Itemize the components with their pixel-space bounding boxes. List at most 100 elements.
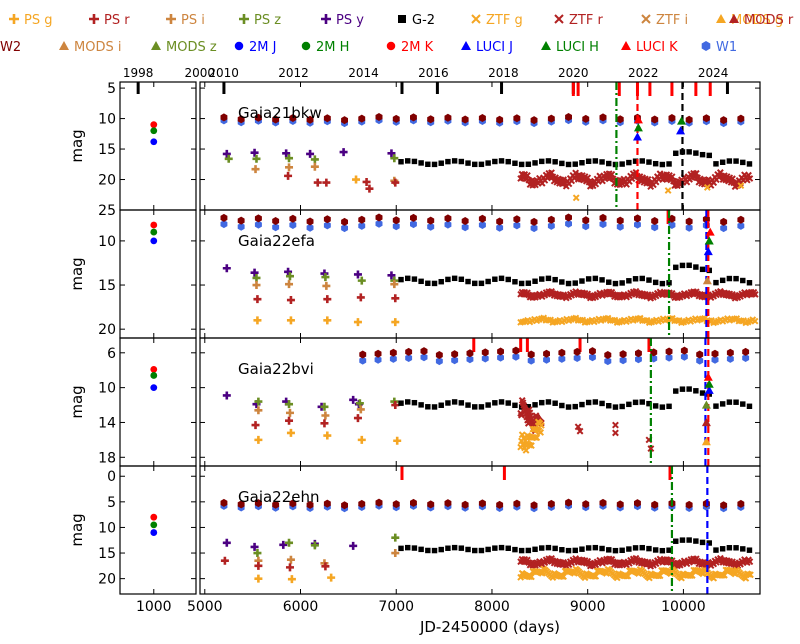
data-point-luci [703,372,713,381]
data-point-g2 [411,399,418,406]
year-tick-label: 2024 [698,66,729,80]
data-point-g2 [445,158,451,165]
data-point-w2 [530,501,538,510]
data-point-g2 [405,158,411,164]
data-point-w1 [374,355,382,364]
data-point-g2 [518,547,525,554]
data-point-g2 [579,546,585,552]
legend-marker [471,14,481,24]
data-point-g2 [719,546,726,552]
panel-plot-area [220,210,759,338]
data-point-ps-i [251,165,260,174]
panel-gaia21bkw: 5 10 15 20 25 mag Gaia21bkw [68,81,761,219]
data-point-2mk [150,365,158,373]
data-point-g2 [525,547,532,554]
data-point-w2 [306,115,314,124]
data-point-g2 [478,280,485,287]
data-point-w2 [410,113,417,122]
data-point-w1 [481,354,489,363]
data-point-2mh [150,127,158,135]
data-point-g2 [713,161,719,167]
data-point-luci [704,379,714,388]
data-point-w2 [461,217,469,225]
year-tick-label: 2014 [348,66,379,80]
data-point-ztf-g [655,572,662,580]
data-point-w2 [358,215,366,224]
data-point-w2 [405,347,413,356]
data-point-g2 [612,404,619,410]
data-point-g2 [478,404,485,410]
data-point-g2 [565,280,572,287]
data-point-w2 [392,500,400,509]
data-point-ps-i [391,549,400,558]
data-point-g2 [693,538,699,544]
data-point-g2 [713,547,719,553]
data-point-g2 [699,151,706,158]
data-point-ps-r [321,562,330,571]
data-point-g2 [679,537,686,543]
data-point-w1 [527,356,535,365]
data-point-g2 [465,546,471,553]
data-point-w2 [375,498,383,507]
data-point-ps-i [310,162,319,171]
panel-left-area [150,221,158,245]
data-point-g2 [425,161,431,167]
data-point-ps-y [387,271,396,280]
data-point-w1 [558,354,566,363]
data-point-g2 [545,399,552,405]
legend-marker [701,41,711,51]
data-point-g2 [733,545,739,551]
legend-marker [398,15,406,23]
data-point-g2 [652,160,659,167]
data-point-g2 [498,158,505,164]
data-point-ps-z [321,273,330,282]
data-point-luci [702,276,712,285]
data-point-g2 [626,278,632,284]
panel-gaia22bvi: 6 10 14 18 mag Gaia22bvi [68,337,761,467]
data-point-2mj [150,529,158,536]
x-tick-label: 1000 [136,599,172,615]
data-point-luci [677,116,687,125]
data-point-g2 [512,160,518,166]
data-point-w2 [496,500,504,509]
panel-name: Gaia22ehn [238,488,320,506]
data-point-2mh [150,228,158,236]
data-point-w2 [513,215,521,224]
data-point-w2 [341,217,348,226]
data-point-g2 [619,547,625,554]
data-point-g2 [559,279,565,285]
y-tick-label: 18 [98,450,116,466]
data-point-g2 [673,264,679,271]
data-point-g2 [606,279,612,285]
data-point-w1 [589,353,596,362]
data-point-g2 [733,275,739,282]
data-point-ps-z [224,154,233,163]
legend-marker [461,41,471,50]
data-point-w2 [341,501,348,510]
data-point-w2 [323,114,331,123]
data-point-w2 [254,499,262,508]
data-point-g2 [552,400,558,406]
legend-label: 2M J [249,40,276,55]
data-point-g2 [632,545,639,551]
data-point-g2 [431,547,438,554]
data-point-g2 [579,401,585,408]
data-point-g2 [686,262,692,269]
data-point-ps-z [310,155,319,164]
legend-label: ZTF g [486,13,523,28]
data-point-g2 [505,400,511,406]
data-point-g2 [699,539,706,546]
data-point-g2 [545,275,552,282]
data-point-g2 [472,161,478,168]
data-point-g2 [740,546,746,552]
data-point-g2 [418,402,424,408]
data-point-g2 [646,545,652,552]
data-point-g2 [726,545,733,551]
data-point-w1 [619,356,627,365]
data-point-w1 [680,352,688,361]
data-point-g2 [659,404,666,410]
data-point-g2 [666,547,672,553]
data-point-g2 [525,161,532,167]
legend-label: ZTF r [569,13,603,28]
